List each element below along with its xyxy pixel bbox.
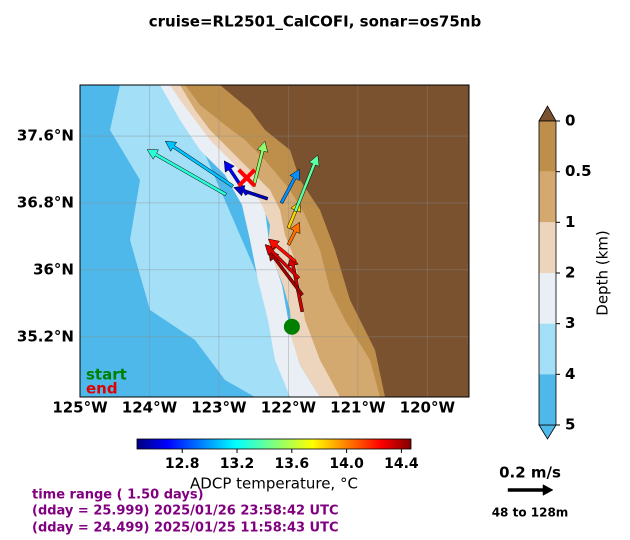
depth-tick-label: 5 bbox=[565, 416, 575, 434]
lat-tick-label: 35.2°N bbox=[17, 327, 74, 345]
depth-band bbox=[539, 121, 556, 172]
temperature-label: ADCP temperature, °C bbox=[190, 475, 358, 493]
title: cruise=RL2501_CalCOFI, sonar=os75nb bbox=[149, 13, 482, 31]
end-stroke bbox=[237, 168, 257, 188]
extend-top bbox=[538, 105, 557, 122]
map-overlay bbox=[80, 85, 469, 397]
lat-tick-label: 36.8°N bbox=[17, 193, 74, 211]
scale-arrow bbox=[507, 484, 554, 496]
depth-tick-label: 0 bbox=[565, 112, 575, 130]
velocity-vector bbox=[223, 160, 249, 196]
time-line: (dday = 24.499) 2025/01/25 11:58:43 UTC bbox=[32, 521, 339, 536]
lon-tick-label: 124°W bbox=[122, 399, 178, 417]
basemap bbox=[80, 85, 469, 397]
end-marker bbox=[237, 168, 257, 188]
temperature-tick-label: 13.2 bbox=[220, 456, 255, 472]
start-marker bbox=[283, 318, 300, 335]
depth-tick-label: 0.5 bbox=[565, 162, 592, 180]
scale-vector bbox=[507, 484, 554, 496]
temperature-tick-label: 12.8 bbox=[165, 456, 200, 472]
temperature-tick-label: 14.4 bbox=[384, 456, 419, 472]
temperature-tick-label: 14.0 bbox=[329, 456, 364, 472]
lat-tick-label: 37.6°N bbox=[17, 127, 74, 145]
depth-label: Depth (km) bbox=[594, 230, 612, 315]
depth-tick-label: 1 bbox=[565, 213, 575, 231]
lon-tick-label: 120°W bbox=[400, 399, 456, 417]
axes: 125°W 124°W 123°W 122°W 121°W 120°W 37.6°N 36.8… bbox=[17, 127, 456, 417]
lat-tick-label: 36°N bbox=[33, 260, 74, 278]
time-line: (dday = 25.999) 2025/01/26 23:58:42 UTC bbox=[32, 504, 339, 519]
depth-colorbar: 0 0.5 1 2 3 4 5 bbox=[538, 105, 592, 440]
time-line: time range ( 1.50 days) bbox=[32, 488, 204, 503]
depth-band bbox=[539, 374, 556, 425]
extend-bottom bbox=[538, 424, 557, 440]
velocity-vector bbox=[264, 244, 301, 280]
legend-start: start bbox=[86, 366, 127, 384]
velocity-vector bbox=[146, 149, 227, 197]
temperature-ticks: 12.8 13.2 13.6 14.0 14.4 bbox=[165, 449, 419, 472]
temperature-tick-label: 13.6 bbox=[275, 456, 310, 472]
velocity-vector bbox=[267, 238, 297, 263]
time-range: time range ( 1.50 days) (dday = 25.999) … bbox=[32, 488, 339, 536]
map-frame bbox=[79, 84, 470, 398]
depth-band bbox=[539, 323, 556, 375]
velocity-vector bbox=[293, 154, 320, 213]
depth-band bbox=[539, 273, 556, 324]
velocity-vector bbox=[279, 168, 300, 204]
temperature-colorbar bbox=[136, 438, 412, 450]
scale-label: 0.2 m/s bbox=[499, 464, 561, 482]
lon-tick-label: 121°W bbox=[330, 399, 386, 417]
depth-tick-label: 3 bbox=[565, 314, 575, 332]
scale-depth: 48 to 128m bbox=[492, 506, 569, 520]
depth-tick-label: 4 bbox=[565, 365, 575, 383]
velocity-vector bbox=[286, 221, 301, 246]
depth-band bbox=[539, 222, 556, 273]
velocity-vector bbox=[251, 140, 269, 187]
lon-tick-label: 125°W bbox=[52, 399, 108, 417]
depth-tick-label: 2 bbox=[565, 264, 575, 282]
velocity-vector bbox=[164, 140, 235, 188]
legend-end: end bbox=[86, 380, 118, 398]
lon-tick-label: 123°W bbox=[191, 399, 247, 417]
depth-band bbox=[539, 171, 556, 223]
lon-tick-label: 122°W bbox=[261, 399, 317, 417]
